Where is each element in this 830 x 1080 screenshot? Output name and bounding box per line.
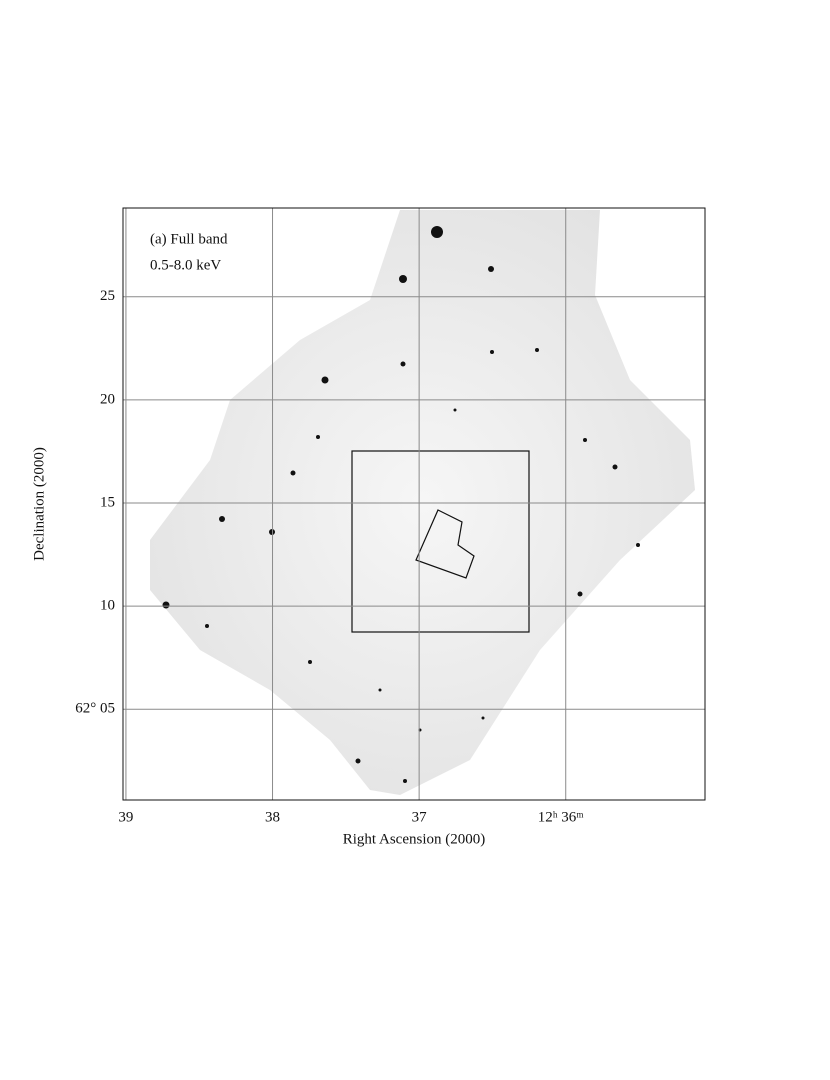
x-tick-label: 39 [118, 809, 133, 825]
y-tick-label: 20 [100, 391, 115, 407]
y-tick-label: 15 [100, 494, 115, 510]
y-tick-label: 25 [100, 288, 115, 304]
y-tick-label: 10 [100, 598, 115, 614]
deep-field-outline [415, 509, 475, 579]
x-tick-label: 12ʰ 36ᵐ [538, 809, 585, 825]
plot-frame [122, 207, 706, 801]
x-tick-label: 37 [412, 809, 428, 825]
y-tick-label: 62° 05 [75, 701, 115, 717]
x-tick-label: 38 [265, 809, 280, 825]
sources [162, 226, 640, 783]
annotation: (a) Full band [150, 231, 228, 247]
y-axis-label: Declination (2000) [31, 447, 47, 561]
annotation: 0.5-8.0 keV [150, 257, 221, 273]
x-axis-label: Right Ascension (2000) [343, 831, 486, 847]
inner-field-box [351, 450, 530, 633]
